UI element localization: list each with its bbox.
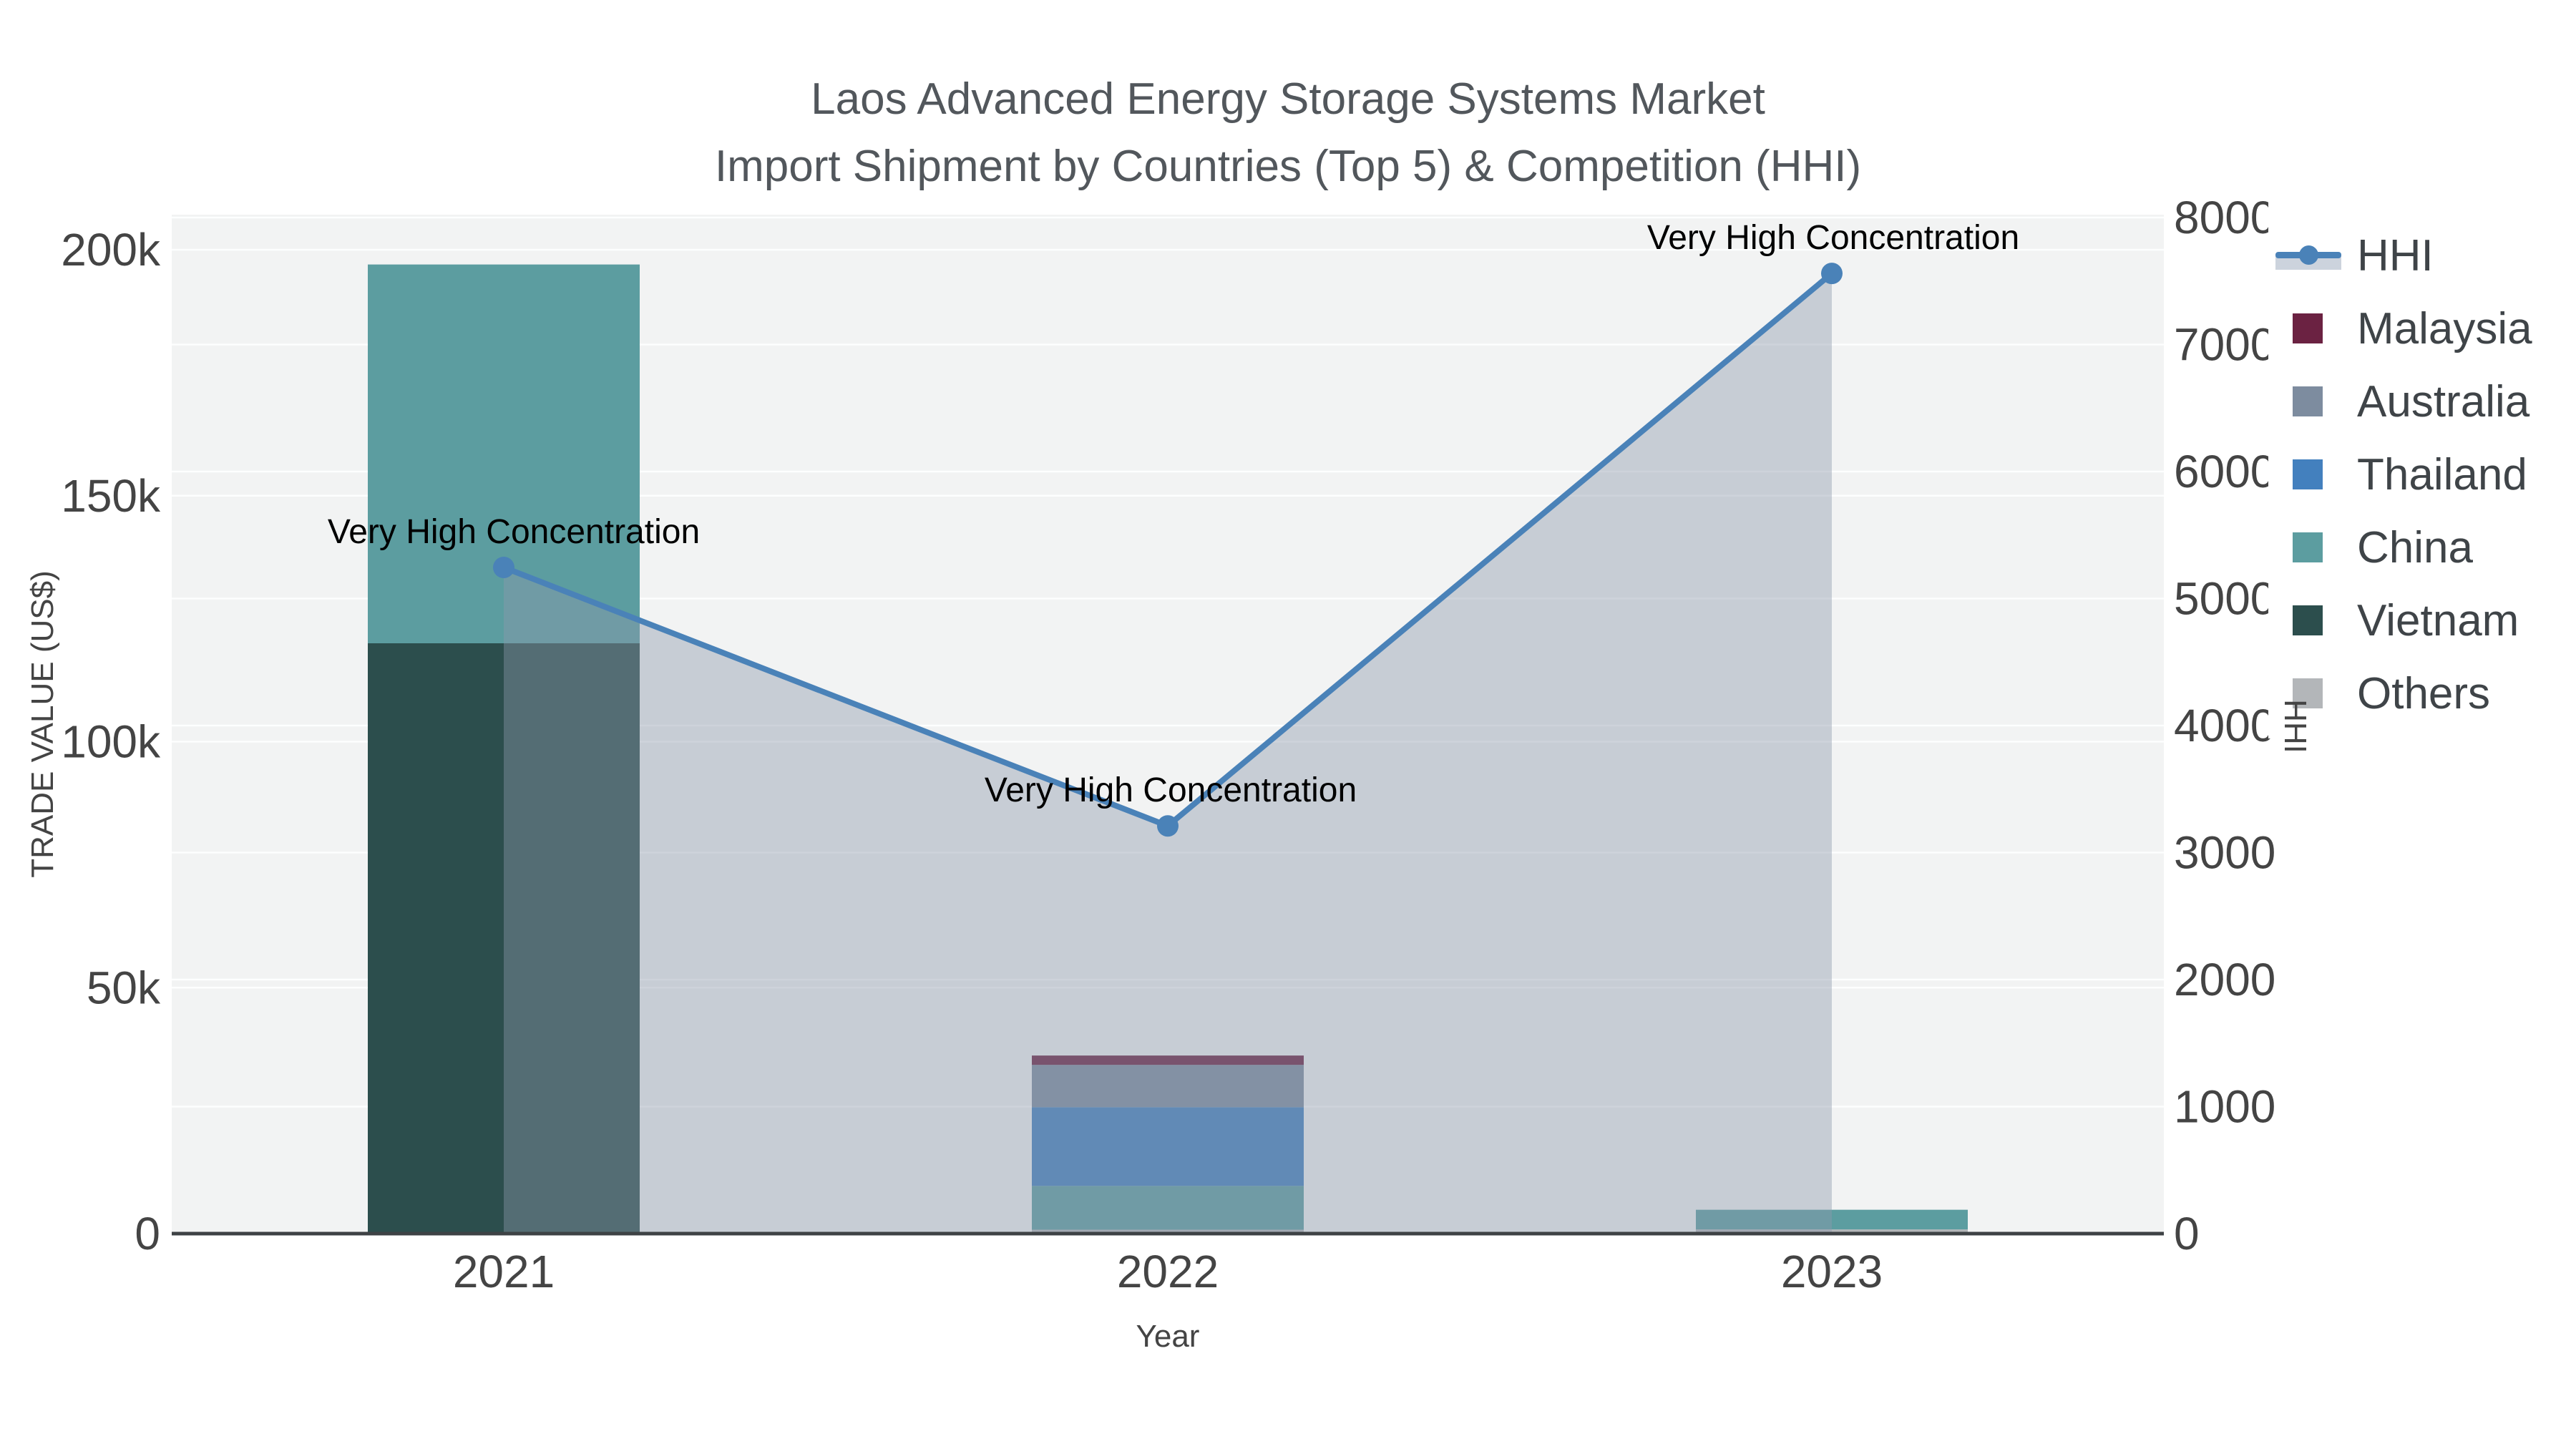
legend-swatch-malaysia: [2293, 313, 2323, 343]
y-right-tick-label: 7000: [2174, 319, 2275, 371]
legend-item-china[interactable]: China: [2268, 511, 2576, 584]
bar-segment-china-2022[interactable]: [1032, 1186, 1304, 1230]
chart-title-line2: Import Shipment by Countries (Top 5) & C…: [714, 142, 1862, 191]
y-left-tick-label: 200k: [61, 224, 161, 275]
annotation-2021: Very High Concentration: [328, 513, 700, 551]
legend-swatch-australia: [2293, 386, 2323, 416]
y-right-tick-label: 4000: [2174, 700, 2275, 751]
legend-swatch-icon: [2275, 311, 2341, 346]
y-right-tick-label: 3000: [2174, 827, 2275, 879]
x-tick-label-2022: 2022: [1117, 1246, 1219, 1297]
hhi-point-2023[interactable]: [1821, 263, 1843, 285]
hhi-area-fill: [504, 273, 1832, 1234]
bar-segment-china-2021[interactable]: [368, 264, 640, 643]
legend-swatch-icon: [2275, 676, 2341, 711]
legend-label-thailand: Thailand: [2357, 449, 2527, 499]
y-right-tick-label: 5000: [2174, 573, 2275, 625]
legend-swatch-vietnam: [2293, 605, 2323, 635]
x-tick-label-2023: 2023: [1781, 1246, 1883, 1297]
x-axis-title: Year: [1136, 1319, 1200, 1354]
y-axis-title-left: TRADE VALUE (US$): [25, 570, 60, 878]
legend-label-china: China: [2357, 522, 2473, 572]
annotation-2023: Very High Concentration: [1647, 219, 2019, 257]
legend-swatch-icon: [2275, 384, 2341, 419]
hhi-line-sample-icon: [2275, 238, 2341, 273]
annotation-2022: Very High Concentration: [985, 771, 1357, 809]
legend-item-thailand[interactable]: Thailand: [2268, 438, 2576, 511]
legend-swatch-icon: [2275, 603, 2341, 638]
y-left-tick-label: 100k: [61, 716, 161, 768]
bar-segment-china-2023[interactable]: [1696, 1209, 1968, 1230]
legend-item-malaysia[interactable]: Malaysia: [2268, 292, 2576, 365]
bar-segment-malaysia-2022[interactable]: [1032, 1055, 1304, 1065]
y-right-tick-label: 2000: [2174, 954, 2275, 1005]
bar-segment-others-2023[interactable]: [1696, 1229, 1968, 1234]
legend-item-others[interactable]: Others: [2268, 657, 2576, 730]
chart-title: Laos Advanced Energy Storage Systems Mar…: [0, 66, 2576, 200]
y-left-tick-label: 50k: [87, 962, 161, 1013]
legend-label-australia: Australia: [2357, 376, 2530, 426]
legend-label-hhi: HHI: [2357, 230, 2434, 280]
legend-label-others: Others: [2357, 668, 2491, 718]
y-right-tick-label: 0: [2174, 1208, 2200, 1259]
x-tick-label-2021: 2021: [453, 1246, 555, 1297]
legend-swatch-others: [2293, 678, 2323, 708]
legend-swatch-icon: [2275, 530, 2341, 565]
y-left-tick-label: 0: [135, 1208, 160, 1259]
legend-item-australia[interactable]: Australia: [2268, 365, 2576, 438]
chart-title-line1: Laos Advanced Energy Storage Systems Mar…: [811, 74, 1765, 124]
legend-label-malaysia: Malaysia: [2357, 303, 2532, 353]
legend-swatch-thailand: [2293, 459, 2323, 489]
legend-item-vietnam[interactable]: Vietnam: [2268, 584, 2576, 657]
legend-swatch-icon: [2275, 457, 2341, 492]
y-right-tick-label: 1000: [2174, 1081, 2275, 1133]
y-left-tick-label: 150k: [61, 470, 161, 522]
hhi-point-2022[interactable]: [1157, 815, 1179, 837]
hhi-point-2021[interactable]: [493, 557, 514, 579]
y-axis-title-right: HHI: [2278, 699, 2313, 753]
bar-segment-others-2022[interactable]: [1032, 1229, 1304, 1234]
bar-segment-thailand-2022[interactable]: [1032, 1107, 1304, 1186]
legend-swatch-china: [2293, 532, 2323, 562]
bar-segment-australia-2022[interactable]: [1032, 1065, 1304, 1108]
legend-item-hhi[interactable]: HHI: [2268, 219, 2576, 292]
y-right-tick-label: 6000: [2174, 446, 2275, 497]
legend: HHI Malaysia Australia Thailand China Vietnam…: [2268, 187, 2576, 738]
y-right-tick-label: 8000: [2174, 192, 2275, 243]
hhi-dot-sample: [2299, 245, 2318, 265]
legend-label-vietnam: Vietnam: [2357, 595, 2519, 645]
bar-segment-vietnam-2021[interactable]: [368, 643, 640, 1234]
